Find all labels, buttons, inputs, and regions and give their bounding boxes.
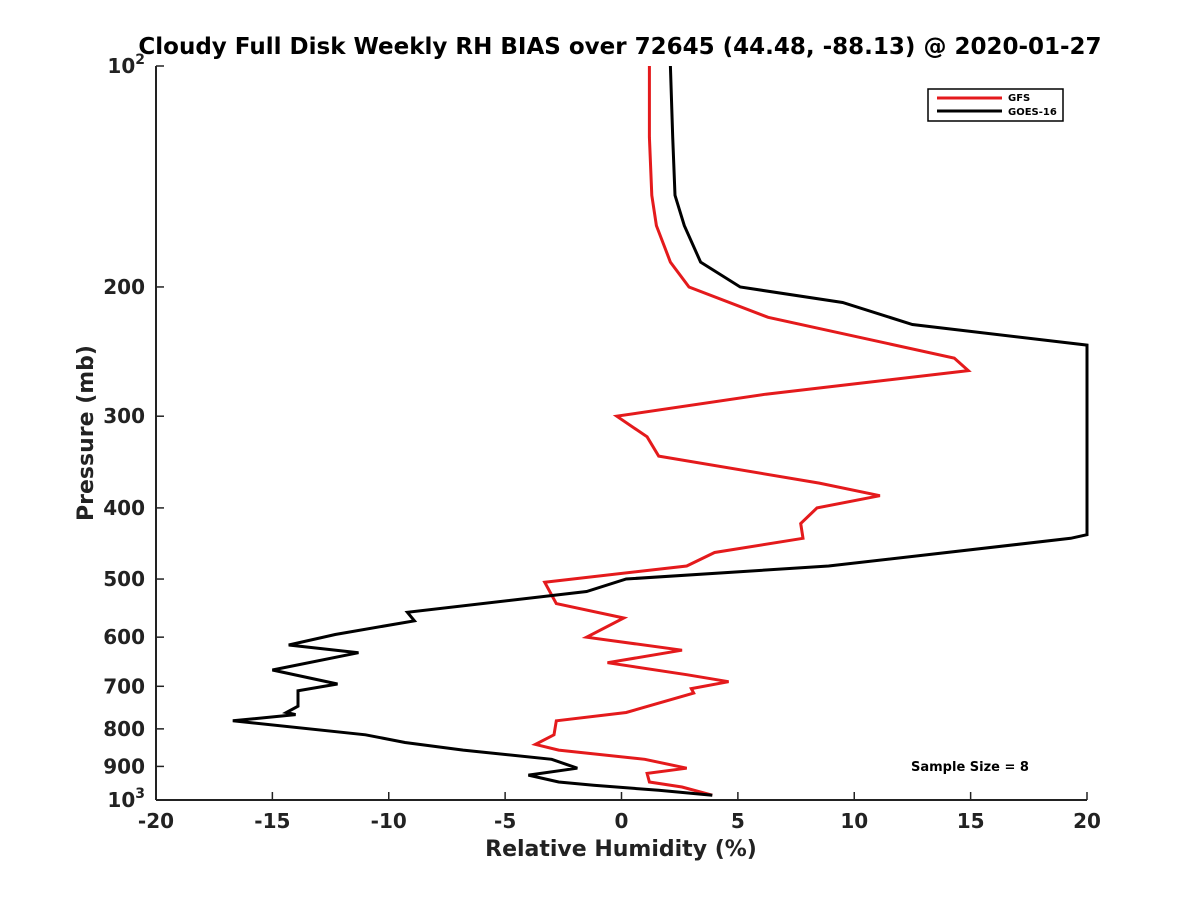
y-tick-label: 700 [103, 674, 145, 698]
chart-title: Cloudy Full Disk Weekly RH BIAS over 726… [138, 34, 1101, 60]
x-tick-label: 0 [615, 809, 629, 833]
y-ticks: 102 200 300 400 500 600 700 800 900 103 [103, 52, 164, 812]
x-tick-label: 5 [731, 809, 745, 833]
series-line-goes16 [232, 65, 1089, 797]
x-tick-label: -15 [254, 809, 290, 833]
y-tick-label: 400 [103, 496, 145, 520]
y-tick-label: 600 [103, 625, 145, 649]
series-layer [232, 65, 1089, 797]
sample-size-annotation: Sample Size = 8 [911, 760, 1029, 775]
x-tick-label: 15 [957, 809, 985, 833]
x-ticks: -20 -15 -10 -5 0 5 10 15 20 [138, 792, 1101, 833]
y-axis-label: Pressure (mb) [74, 345, 99, 521]
y-tick-label: 900 [103, 754, 145, 778]
legend-label-gfs: GFS [1008, 93, 1030, 104]
y-tick-label: 200 [103, 275, 145, 299]
y-tick-label: 103 [107, 786, 145, 812]
x-tick-label: -10 [371, 809, 407, 833]
x-tick-label: 20 [1073, 809, 1101, 833]
legend-box [927, 88, 1064, 122]
y-tick-label: 102 [107, 52, 145, 78]
y-tick-label: 300 [103, 404, 145, 428]
x-tick-label: 10 [840, 809, 868, 833]
x-axis-label: Relative Humidity (%) [485, 837, 757, 862]
legend: GFS GOES-16 [927, 88, 1064, 122]
y-tick-label: 800 [103, 717, 145, 741]
x-tick-label: -5 [494, 809, 516, 833]
series-line-gfs [531, 66, 972, 797]
y-tick-label: 500 [103, 567, 145, 591]
legend-label-goes16: GOES-16 [1008, 107, 1057, 118]
x-tick-label: -20 [138, 809, 174, 833]
